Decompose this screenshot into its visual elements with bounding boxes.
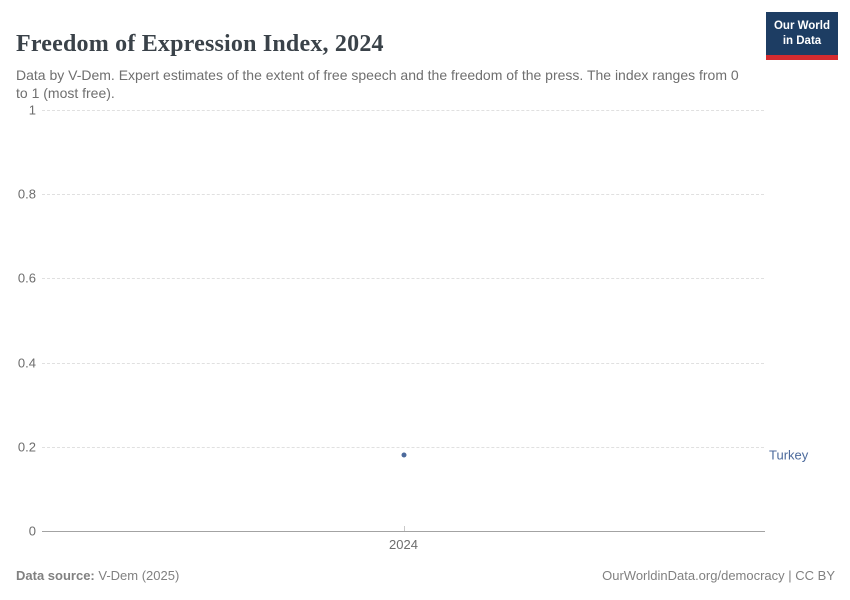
gridline <box>42 278 764 280</box>
y-axis-tick-label: 0.4 <box>17 355 36 371</box>
x-axis-tick <box>403 526 405 531</box>
gridline <box>42 362 764 364</box>
y-axis-tick-label: 0.6 <box>17 270 36 286</box>
chart-subtitle: Data by V-Dem. Expert estimates of the e… <box>16 67 739 102</box>
data-source-note: Data source: V-Dem (2025) <box>16 568 179 583</box>
gridline <box>42 446 764 448</box>
y-axis-tick-label: 0.8 <box>17 186 36 202</box>
owid-logo-line1: Our World <box>773 20 830 32</box>
gridline <box>42 194 764 196</box>
data-source-label: Data source: <box>16 568 95 583</box>
entity-label-turkey[interactable]: Turkey <box>769 447 809 463</box>
y-axis-tick-label: 0.2 <box>17 439 36 455</box>
gridline <box>42 110 764 111</box>
data-point-turkey[interactable] <box>401 452 406 458</box>
footer-link[interactable]: OurWorldinData.org/democracy | CC BY <box>602 568 835 583</box>
owid-logo[interactable]: Our World in Data <box>766 12 838 60</box>
chart-footer: Data source: V-Dem (2025) OurWorldinData… <box>16 568 835 583</box>
owid-logo-text: Our World in Data <box>766 12 838 55</box>
x-axis-line <box>42 531 765 532</box>
owid-logo-line2: in Data <box>782 34 822 47</box>
owid-logo-red-bar <box>766 54 838 60</box>
data-source-value: V-Dem (2025) <box>94 568 180 583</box>
page-title: Freedom of Expression Index, 2024 <box>16 31 384 58</box>
y-axis-tick-label: 0 <box>28 523 36 539</box>
y-axis-tick-label: 1 <box>28 102 36 118</box>
x-axis-tick-label: 2024 <box>389 537 418 552</box>
